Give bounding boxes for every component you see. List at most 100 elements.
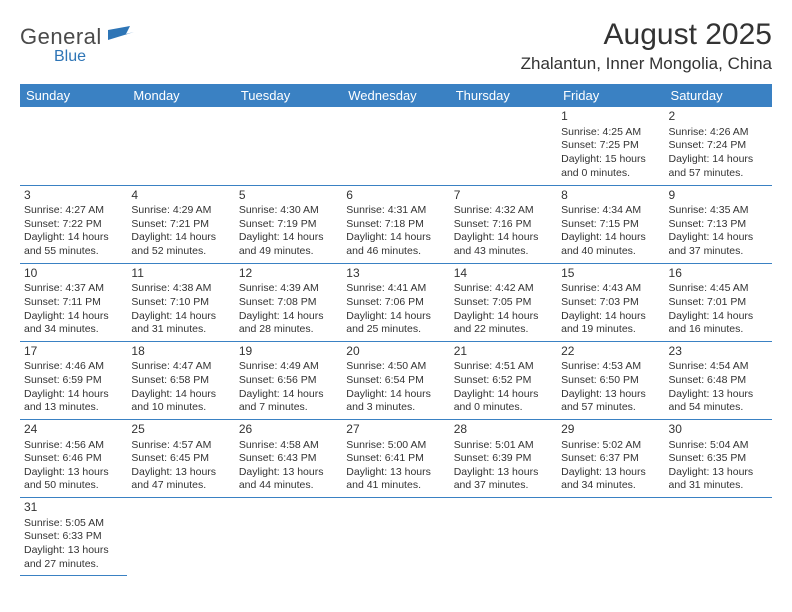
sunrise-line: Sunrise: 4:39 AM: [239, 282, 338, 296]
daylight-line: Daylight: 14 hours and 16 minutes.: [669, 310, 768, 337]
calendar-row: 1Sunrise: 4:25 AMSunset: 7:25 PMDaylight…: [20, 107, 772, 185]
day-header: Friday: [557, 84, 664, 107]
calendar-cell: 24Sunrise: 4:56 AMSunset: 6:46 PMDayligh…: [20, 419, 127, 497]
calendar-cell: 19Sunrise: 4:49 AMSunset: 6:56 PMDayligh…: [235, 341, 342, 419]
calendar-cell: 26Sunrise: 4:58 AMSunset: 6:43 PMDayligh…: [235, 419, 342, 497]
calendar-cell-empty: [665, 498, 772, 576]
calendar-cell-empty: [450, 107, 557, 185]
daylight-line: Daylight: 13 hours and 54 minutes.: [669, 388, 768, 415]
calendar-cell: 18Sunrise: 4:47 AMSunset: 6:58 PMDayligh…: [127, 341, 234, 419]
daylight-line: Daylight: 13 hours and 27 minutes.: [24, 544, 123, 571]
calendar-cell: 30Sunrise: 5:04 AMSunset: 6:35 PMDayligh…: [665, 419, 772, 497]
day-number: 2: [669, 109, 768, 125]
day-number: 11: [131, 266, 230, 282]
calendar-cell: 29Sunrise: 5:02 AMSunset: 6:37 PMDayligh…: [557, 419, 664, 497]
sunset-line: Sunset: 7:15 PM: [561, 218, 660, 232]
calendar-cell-empty: [127, 107, 234, 185]
calendar-cell-empty: [557, 498, 664, 576]
day-number: 24: [24, 422, 123, 438]
day-number: 5: [239, 188, 338, 204]
sunset-line: Sunset: 6:41 PM: [346, 452, 445, 466]
day-number: 25: [131, 422, 230, 438]
sunset-line: Sunset: 7:01 PM: [669, 296, 768, 310]
day-number: 31: [24, 500, 123, 516]
sunrise-line: Sunrise: 4:46 AM: [24, 360, 123, 374]
day-number: 29: [561, 422, 660, 438]
day-header: Monday: [127, 84, 234, 107]
sunrise-line: Sunrise: 4:53 AM: [561, 360, 660, 374]
daylight-line: Daylight: 14 hours and 0 minutes.: [454, 388, 553, 415]
sunrise-line: Sunrise: 4:37 AM: [24, 282, 123, 296]
day-header-row: Sunday Monday Tuesday Wednesday Thursday…: [20, 84, 772, 107]
daylight-line: Daylight: 14 hours and 28 minutes.: [239, 310, 338, 337]
sunset-line: Sunset: 6:35 PM: [669, 452, 768, 466]
day-header: Tuesday: [235, 84, 342, 107]
day-number: 3: [24, 188, 123, 204]
day-header: Thursday: [450, 84, 557, 107]
daylight-line: Daylight: 14 hours and 43 minutes.: [454, 231, 553, 258]
calendar-cell: 25Sunrise: 4:57 AMSunset: 6:45 PMDayligh…: [127, 419, 234, 497]
daylight-line: Daylight: 14 hours and 25 minutes.: [346, 310, 445, 337]
day-number: 14: [454, 266, 553, 282]
sunset-line: Sunset: 7:19 PM: [239, 218, 338, 232]
day-number: 21: [454, 344, 553, 360]
sunset-line: Sunset: 6:39 PM: [454, 452, 553, 466]
calendar-cell: 8Sunrise: 4:34 AMSunset: 7:15 PMDaylight…: [557, 185, 664, 263]
day-number: 12: [239, 266, 338, 282]
sunrise-line: Sunrise: 4:45 AM: [669, 282, 768, 296]
day-header: Saturday: [665, 84, 772, 107]
sunrise-line: Sunrise: 4:29 AM: [131, 204, 230, 218]
header: General Blue August 2025 Zhalantun, Inne…: [20, 18, 772, 74]
calendar-cell: 2Sunrise: 4:26 AMSunset: 7:24 PMDaylight…: [665, 107, 772, 185]
calendar-cell-empty: [235, 107, 342, 185]
calendar-cell: 3Sunrise: 4:27 AMSunset: 7:22 PMDaylight…: [20, 185, 127, 263]
sunset-line: Sunset: 6:52 PM: [454, 374, 553, 388]
sunrise-line: Sunrise: 5:05 AM: [24, 517, 123, 531]
logo: General Blue: [20, 18, 136, 68]
calendar-table: Sunday Monday Tuesday Wednesday Thursday…: [20, 84, 772, 576]
calendar-cell-empty: [342, 107, 449, 185]
day-number: 28: [454, 422, 553, 438]
calendar-cell: 5Sunrise: 4:30 AMSunset: 7:19 PMDaylight…: [235, 185, 342, 263]
day-number: 20: [346, 344, 445, 360]
daylight-line: Daylight: 13 hours and 44 minutes.: [239, 466, 338, 493]
daylight-line: Daylight: 14 hours and 7 minutes.: [239, 388, 338, 415]
sunrise-line: Sunrise: 4:31 AM: [346, 204, 445, 218]
flag-icon: [108, 26, 136, 49]
calendar-cell: 15Sunrise: 4:43 AMSunset: 7:03 PMDayligh…: [557, 263, 664, 341]
daylight-line: Daylight: 14 hours and 19 minutes.: [561, 310, 660, 337]
calendar-cell: 22Sunrise: 4:53 AMSunset: 6:50 PMDayligh…: [557, 341, 664, 419]
sunset-line: Sunset: 7:21 PM: [131, 218, 230, 232]
sunrise-line: Sunrise: 4:58 AM: [239, 439, 338, 453]
sunset-line: Sunset: 6:54 PM: [346, 374, 445, 388]
calendar-cell-empty: [342, 498, 449, 576]
sunrise-line: Sunrise: 4:32 AM: [454, 204, 553, 218]
sunrise-line: Sunrise: 5:00 AM: [346, 439, 445, 453]
daylight-line: Daylight: 13 hours and 31 minutes.: [669, 466, 768, 493]
day-number: 18: [131, 344, 230, 360]
calendar-cell: 1Sunrise: 4:25 AMSunset: 7:25 PMDaylight…: [557, 107, 664, 185]
sunrise-line: Sunrise: 4:25 AM: [561, 126, 660, 140]
sunset-line: Sunset: 6:56 PM: [239, 374, 338, 388]
logo-text-blue: Blue: [54, 48, 170, 66]
daylight-line: Daylight: 14 hours and 31 minutes.: [131, 310, 230, 337]
sunrise-line: Sunrise: 4:41 AM: [346, 282, 445, 296]
daylight-line: Daylight: 14 hours and 46 minutes.: [346, 231, 445, 258]
day-number: 19: [239, 344, 338, 360]
calendar-cell: 23Sunrise: 4:54 AMSunset: 6:48 PMDayligh…: [665, 341, 772, 419]
day-number: 6: [346, 188, 445, 204]
sunrise-line: Sunrise: 4:57 AM: [131, 439, 230, 453]
daylight-line: Daylight: 14 hours and 57 minutes.: [669, 153, 768, 180]
sunset-line: Sunset: 6:33 PM: [24, 530, 123, 544]
sunrise-line: Sunrise: 4:49 AM: [239, 360, 338, 374]
sunrise-line: Sunrise: 4:51 AM: [454, 360, 553, 374]
calendar-row: 17Sunrise: 4:46 AMSunset: 6:59 PMDayligh…: [20, 341, 772, 419]
daylight-line: Daylight: 14 hours and 37 minutes.: [669, 231, 768, 258]
sunrise-line: Sunrise: 4:54 AM: [669, 360, 768, 374]
daylight-line: Daylight: 14 hours and 40 minutes.: [561, 231, 660, 258]
sunrise-line: Sunrise: 4:34 AM: [561, 204, 660, 218]
sunrise-line: Sunrise: 5:02 AM: [561, 439, 660, 453]
sunrise-line: Sunrise: 4:42 AM: [454, 282, 553, 296]
daylight-line: Daylight: 15 hours and 0 minutes.: [561, 153, 660, 180]
calendar-cell: 21Sunrise: 4:51 AMSunset: 6:52 PMDayligh…: [450, 341, 557, 419]
